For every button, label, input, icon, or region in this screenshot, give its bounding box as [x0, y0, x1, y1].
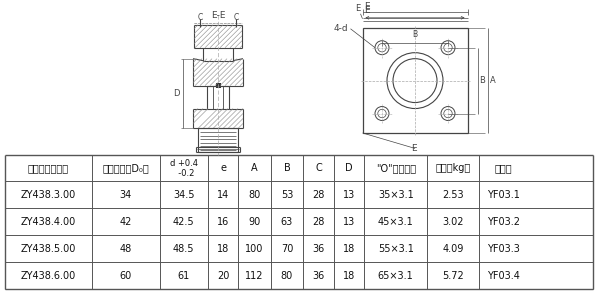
Text: 34.5: 34.5 — [173, 190, 194, 200]
Text: 13: 13 — [343, 217, 355, 227]
Text: 42: 42 — [120, 217, 132, 227]
Text: 28: 28 — [312, 217, 325, 227]
Text: e: e — [220, 163, 226, 173]
Text: C: C — [197, 13, 203, 22]
Text: 管子外径（D₀）: 管子外径（D₀） — [102, 163, 150, 173]
Text: 70: 70 — [280, 244, 293, 254]
Text: 100: 100 — [245, 244, 264, 254]
Text: B: B — [480, 76, 486, 85]
Text: "O"型密封圈: "O"型密封圈 — [376, 163, 416, 173]
Text: ZY438.4.00: ZY438.4.00 — [21, 217, 76, 227]
Text: 55×3.1: 55×3.1 — [378, 244, 414, 254]
Text: 65×3.1: 65×3.1 — [378, 271, 414, 281]
Text: 14: 14 — [217, 190, 229, 200]
Text: 34: 34 — [120, 190, 132, 200]
Text: B: B — [413, 30, 417, 39]
Text: E: E — [355, 4, 361, 13]
Text: 28: 28 — [312, 190, 325, 200]
Text: 18: 18 — [343, 271, 355, 281]
Text: 3.02: 3.02 — [443, 217, 464, 227]
Text: 35×3.1: 35×3.1 — [378, 190, 414, 200]
Text: 36: 36 — [312, 271, 325, 281]
Text: 对应号: 对应号 — [495, 163, 512, 173]
Text: 112: 112 — [245, 271, 264, 281]
Text: 60: 60 — [120, 271, 132, 281]
Text: A: A — [490, 76, 495, 85]
Text: 4.09: 4.09 — [443, 244, 463, 254]
Text: 16: 16 — [217, 217, 229, 227]
Text: 13: 13 — [343, 190, 355, 200]
Text: ZY438.6.00: ZY438.6.00 — [21, 271, 76, 281]
Text: 42.5: 42.5 — [173, 217, 194, 227]
Text: YF03.2: YF03.2 — [487, 217, 520, 227]
Text: 4-d: 4-d — [334, 24, 349, 33]
Text: 18: 18 — [343, 244, 355, 254]
Text: C: C — [233, 13, 239, 22]
Text: E: E — [365, 2, 370, 11]
Text: C: C — [315, 163, 322, 173]
Text: YF03.4: YF03.4 — [487, 271, 520, 281]
Text: ZY438.3.00: ZY438.3.00 — [21, 190, 76, 200]
Text: 61: 61 — [178, 271, 190, 281]
Text: 80: 80 — [281, 271, 293, 281]
Text: E: E — [411, 144, 417, 153]
Text: 2.53: 2.53 — [443, 190, 464, 200]
Text: 63: 63 — [281, 217, 293, 227]
Text: 代号（订货号）: 代号（订货号） — [28, 163, 69, 173]
Text: D: D — [173, 89, 180, 98]
Text: E-E: E-E — [210, 11, 225, 20]
Text: 90: 90 — [249, 217, 261, 227]
Text: A: A — [251, 163, 258, 173]
Text: 36: 36 — [312, 244, 325, 254]
Text: 20: 20 — [217, 271, 230, 281]
Text: 5.72: 5.72 — [442, 271, 464, 281]
Text: D: D — [345, 163, 353, 173]
Bar — [215, 83, 221, 88]
Text: 45×3.1: 45×3.1 — [378, 217, 414, 227]
Text: ZY438.5.00: ZY438.5.00 — [21, 244, 76, 254]
Bar — [362, 28, 468, 133]
Text: YF03.1: YF03.1 — [487, 190, 520, 200]
Text: 48: 48 — [120, 244, 132, 254]
Text: E: E — [365, 6, 370, 15]
Text: 53: 53 — [280, 190, 293, 200]
Text: 18: 18 — [217, 244, 229, 254]
Text: 重量（kg）: 重量（kg） — [435, 163, 471, 173]
Text: d +0.4
  -0.2: d +0.4 -0.2 — [170, 159, 198, 178]
Text: YF03.3: YF03.3 — [487, 244, 520, 254]
Text: 48.5: 48.5 — [173, 244, 194, 254]
Text: 80: 80 — [249, 190, 261, 200]
Text: B: B — [283, 163, 290, 173]
